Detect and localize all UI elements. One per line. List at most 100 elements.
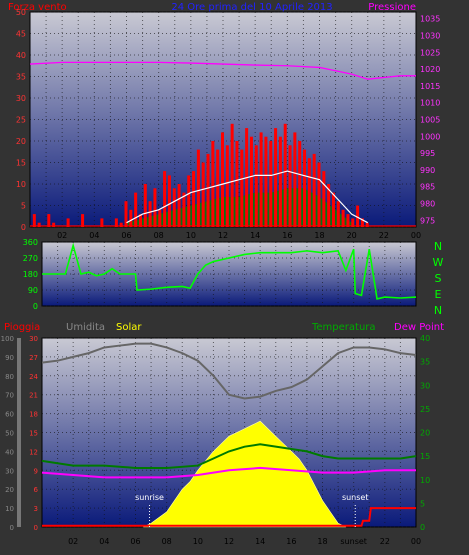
- wind-gust-bar: [259, 132, 263, 227]
- humidity-y-tick-label: 0: [10, 524, 14, 532]
- wind-gust-bar: [47, 214, 51, 227]
- dewpoint-line: [41, 466, 416, 479]
- wind-gust-bar: [312, 153, 316, 227]
- wind-title: Forza vento: [8, 2, 67, 13]
- wind-gust-bar: [269, 141, 273, 227]
- rain-line: [42, 507, 416, 527]
- wind-gust-bar: [81, 214, 85, 227]
- pressure-title: Pressione: [368, 2, 416, 13]
- wind-gust-bar: [114, 218, 118, 227]
- wind-x-tick-label: 18: [314, 231, 324, 240]
- wind-x-tick-label: 20: [347, 231, 357, 240]
- pressure-y-tick-label: 985: [420, 183, 435, 192]
- wind-y-tick-label: 30: [16, 94, 26, 103]
- wind-gust-bar: [177, 184, 181, 227]
- wind-gust-bar: [346, 214, 350, 227]
- humidity-y-tick-label: 70: [5, 392, 14, 400]
- wind-gust-bar: [341, 209, 345, 227]
- wind-gust-bar: [317, 162, 321, 227]
- sunset-label: sunset: [342, 493, 369, 502]
- wind-gust-bar: [167, 175, 171, 227]
- temp-x-tick-label: sunset: [340, 537, 367, 546]
- chart-title: 24 Ore prima del 10 Aprile 2013: [171, 2, 332, 13]
- pressure-y-tick-label: 980: [420, 199, 435, 208]
- pressure-y-tick-label: 1025: [420, 48, 440, 57]
- dir-y-tick-label: 180: [23, 270, 38, 279]
- humidity-y-tick-label: 60: [5, 411, 14, 419]
- wind-gust-bar: [360, 218, 364, 227]
- dir-y-tick-label: 360: [23, 238, 38, 247]
- legend-dewpoint: Dew Point: [394, 322, 444, 333]
- temp-x-tick-label: 02: [68, 537, 78, 546]
- wind-gust-bar: [129, 209, 133, 227]
- wind-x-tick-label: 16: [282, 231, 292, 240]
- wind-gust-bar: [206, 153, 210, 227]
- wind-gust-bar: [298, 141, 302, 227]
- wind-gust-bar: [225, 145, 229, 227]
- wind-gust-bar: [288, 145, 292, 227]
- wind-direction-line: [42, 242, 417, 300]
- axis-separator: [17, 338, 21, 527]
- humidity-line: [41, 342, 417, 400]
- rain-y-tick-label: 21: [29, 392, 38, 400]
- legend-rain: Pioggia: [4, 322, 40, 333]
- wind-gust-bar: [356, 205, 360, 227]
- wind-gust-bar: [124, 201, 128, 227]
- wind-gust-bar: [172, 188, 176, 227]
- wind-gust-bar: [66, 218, 70, 227]
- wind-gust-bar: [187, 175, 191, 227]
- wind-gust-bar: [158, 209, 162, 227]
- wind-gust-bar: [307, 158, 311, 227]
- legend-solar: Solar: [116, 322, 142, 333]
- wind-x-tick-label: 02: [57, 231, 67, 240]
- pressure-y-tick-label: 990: [420, 166, 435, 175]
- wind-gust-bar: [274, 128, 278, 227]
- humidity-y-tick-label: 30: [5, 467, 14, 475]
- wind-gust-bar: [240, 149, 244, 227]
- wind-y-tick-label: 35: [16, 73, 26, 82]
- wind-y-tick-label: 45: [16, 30, 26, 39]
- temp-humidity-panel: 0102030405060708090100036912151821242730…: [1, 334, 431, 546]
- wind-gust-bar: [163, 171, 167, 227]
- temp-x-tick-label: 14: [255, 537, 265, 546]
- wind-x-tick-label: 00: [411, 231, 421, 240]
- wind-gust-bar: [235, 141, 239, 227]
- wind-gust-bar: [201, 162, 205, 227]
- wind-gust-bar: [211, 141, 215, 227]
- compass-e: E: [435, 288, 442, 301]
- wind-y-tick-label: 50: [16, 8, 26, 17]
- humidity-y-tick-label: 100: [1, 335, 14, 343]
- rain-y-tick-label: 30: [29, 335, 38, 343]
- humidity-y-tick-label: 80: [5, 373, 14, 381]
- wind-x-tick-label: 22: [379, 231, 389, 240]
- wind-gust-bar: [221, 132, 224, 227]
- wind-y-tick-label: 20: [16, 137, 26, 146]
- sunrise-label: sunrise: [135, 493, 164, 502]
- pressure-y-tick-label: 1005: [420, 116, 440, 125]
- wind-direction-panel: 0 90 180 270 360: [23, 238, 417, 311]
- temp-y-tick-label: 30: [420, 381, 430, 390]
- wind-avg-line: [126, 170, 369, 224]
- rain-y-tick-label: 12: [29, 448, 38, 456]
- humidity-y-tick-label: 10: [5, 505, 14, 513]
- temp-x-tick-label: 00: [411, 537, 421, 546]
- wind-gust-bar: [278, 136, 282, 227]
- wind-gust-bar: [182, 192, 186, 227]
- wind-x-tick-label: 04: [89, 231, 99, 240]
- wind-y-tick-label: 10: [16, 180, 26, 189]
- temp-y-tick-label: 0: [420, 523, 425, 532]
- rain-y-tick-label: 24: [29, 373, 38, 381]
- temp-y-tick-label: 20: [420, 429, 430, 438]
- temp-x-tick-label: 12: [224, 537, 234, 546]
- wind-gust-bar: [138, 214, 142, 227]
- rain-y-tick-label: 27: [29, 354, 38, 362]
- dir-y-tick-label: 0: [33, 302, 38, 311]
- temp-x-tick-label: 22: [380, 537, 390, 546]
- pressure-y-tick-label: 1020: [420, 65, 440, 74]
- wind-gust-bar: [283, 123, 287, 227]
- wind-x-tick-label: 06: [121, 231, 131, 240]
- dir-y-tick-label: 270: [23, 254, 38, 263]
- wind-gust-bar: [32, 214, 36, 227]
- wind-x-tick-label: 10: [186, 231, 196, 240]
